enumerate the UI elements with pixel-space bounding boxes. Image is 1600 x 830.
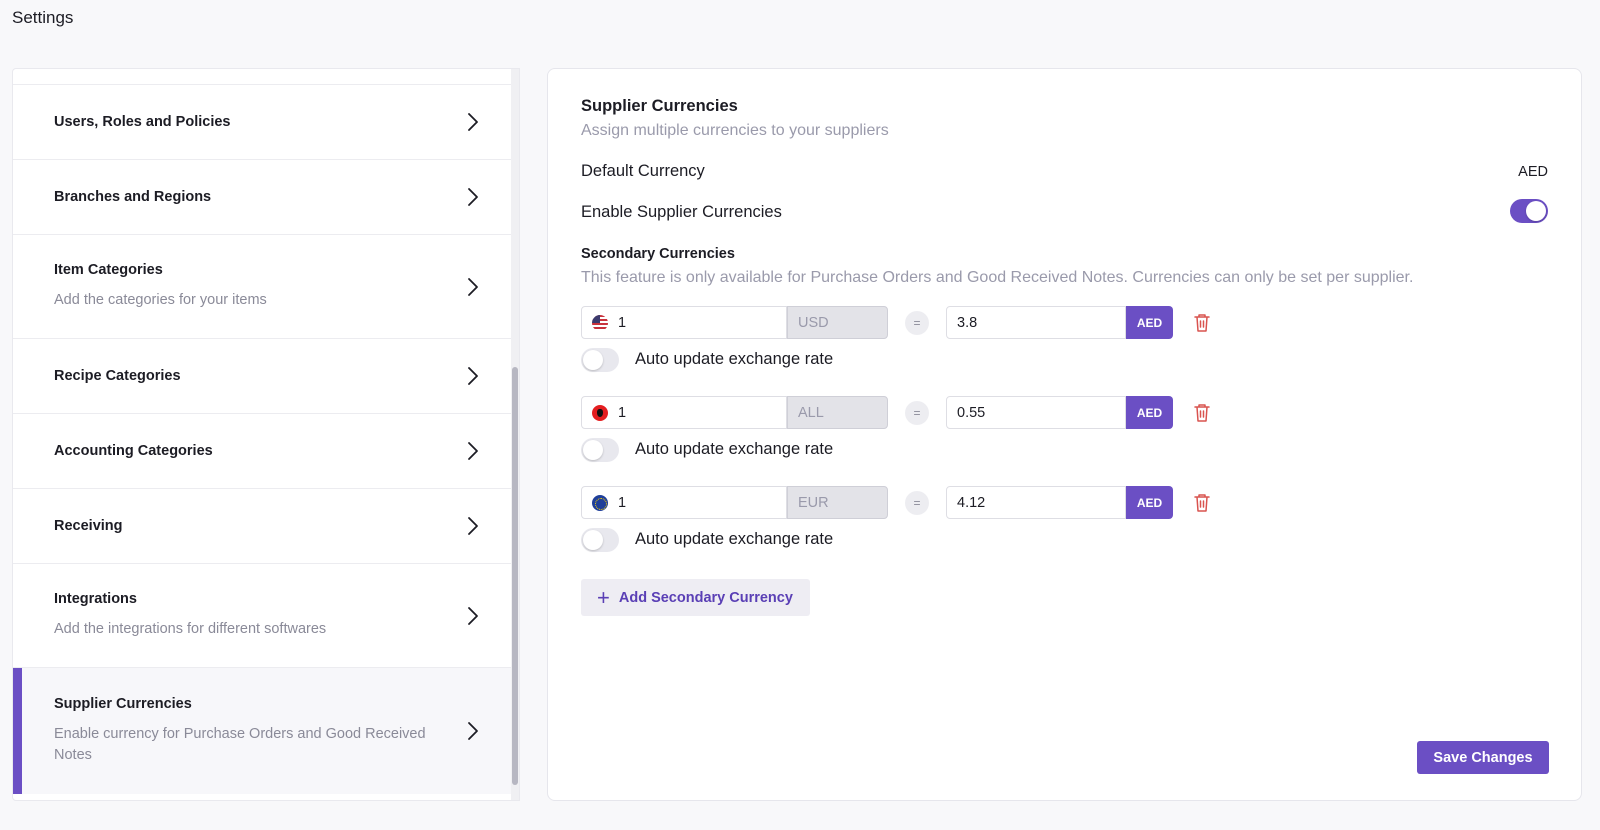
target-currency-badge: AED (1126, 396, 1173, 429)
sidebar-item-users-roles[interactable]: Users, Roles and Policies (13, 85, 519, 160)
auto-update-label: Auto update exchange rate (635, 350, 834, 368)
sidebar-item-label: Users, Roles and Policies (54, 114, 231, 130)
section-title: Supplier Currencies (581, 97, 738, 115)
exchange-rate-value: 0.55 (957, 404, 986, 421)
toggle-knob (583, 350, 603, 370)
auto-update-toggle[interactable] (581, 348, 619, 372)
currency-code-field: ALL (787, 396, 888, 429)
sidebar-item-desc: Add the categories for your items (54, 292, 267, 308)
sidebar-item-receiving[interactable]: Receiving (13, 489, 519, 564)
chevron-right-icon (468, 606, 478, 625)
sidebar-item-integrations[interactable]: Integrations Add the integrations for di… (13, 564, 519, 668)
supplier-currencies-panel: Supplier Currencies Assign multiple curr… (547, 68, 1582, 801)
sidebar-item-desc: Enable currency for Purchase Orders and … (54, 726, 426, 763)
albania-flag-icon (592, 404, 608, 421)
sidebar-item-label: Supplier Currencies (54, 696, 192, 712)
section-subtitle: Assign multiple currencies to your suppl… (581, 122, 889, 139)
exchange-rate-value: 4.12 (957, 494, 986, 511)
add-secondary-currency-label: Add Secondary Currency (618, 589, 793, 606)
equals-icon: = (905, 311, 929, 335)
trash-icon[interactable] (1193, 493, 1211, 513)
settings-sidebar: Users, Roles and Policies Branches and R… (12, 68, 520, 801)
sidebar-item-recipe-categories[interactable]: Recipe Categories (13, 339, 519, 414)
target-currency-badge: AED (1126, 306, 1173, 339)
sidebar-item-label: Accounting Categories (54, 443, 213, 459)
exchange-rate-value: 3.8 (957, 314, 978, 331)
toggle-knob (583, 440, 603, 460)
plus-icon: + (597, 584, 610, 610)
amount-input[interactable]: 1 (581, 396, 787, 429)
secondary-currencies-desc: This feature is only available for Purch… (581, 269, 1414, 286)
save-changes-button[interactable]: Save Changes (1417, 741, 1549, 774)
sidebar-item-label: Branches and Regions (54, 189, 212, 205)
sidebar-item-desc: Add the integrations for different softw… (54, 621, 327, 637)
amount-input[interactable]: 1 (581, 486, 787, 519)
trash-icon[interactable] (1193, 403, 1211, 423)
exchange-rate-input[interactable]: 4.12 (946, 486, 1126, 519)
sidebar-item-item-categories[interactable]: Item Categories Add the categories for y… (13, 235, 519, 339)
auto-update-toggle[interactable] (581, 528, 619, 552)
chevron-right-icon (468, 113, 478, 131)
add-secondary-currency-button[interactable]: + Add Secondary Currency (581, 579, 810, 616)
trash-icon[interactable] (1193, 313, 1211, 333)
sidebar-item-supplier-currencies[interactable]: Supplier Currencies Enable currency for … (13, 668, 519, 794)
chevron-right-icon (468, 367, 478, 385)
amount-input[interactable]: 1 (581, 306, 787, 339)
equals-icon: = (905, 401, 929, 425)
sidebar-item-accounting-categories[interactable]: Accounting Categories (13, 414, 519, 489)
amount-value: 1 (618, 404, 627, 421)
enable-supplier-currencies-toggle[interactable] (1510, 199, 1548, 223)
sidebar-top-strip (13, 69, 519, 85)
exchange-rate-input[interactable]: 3.8 (946, 306, 1126, 339)
currency-code-field: USD (787, 306, 888, 339)
toggle-knob (1526, 201, 1546, 221)
sidebar-item-label: Receiving (54, 518, 123, 534)
equals-icon: = (905, 491, 929, 515)
sidebar-scrollbar-thumb[interactable] (512, 367, 518, 785)
currency-code-field: EUR (787, 486, 888, 519)
amount-value: 1 (618, 314, 627, 331)
sidebar-item-label: Recipe Categories (54, 368, 181, 384)
chevron-right-icon (468, 517, 478, 535)
chevron-right-icon (468, 442, 478, 460)
currency-row: 1 USD = 3.8 AED Auto update exchange rat… (581, 306, 1261, 386)
us-flag-icon (592, 314, 608, 331)
page-title: Settings (12, 8, 74, 27)
eu-flag-icon (592, 494, 608, 511)
currency-row: 1 ALL = 0.55 AED Auto update exchange ra… (581, 396, 1261, 476)
auto-update-label: Auto update exchange rate (635, 530, 834, 548)
sidebar-item-label: Item Categories (54, 262, 163, 278)
auto-update-toggle[interactable] (581, 438, 619, 462)
chevron-right-icon (468, 188, 478, 206)
exchange-rate-input[interactable]: 0.55 (946, 396, 1126, 429)
amount-value: 1 (618, 494, 627, 511)
chevron-right-icon (468, 277, 478, 296)
default-currency-label: Default Currency (581, 162, 705, 180)
secondary-currencies-heading: Secondary Currencies (581, 246, 735, 262)
chevron-right-icon (468, 722, 478, 740)
sidebar-item-label: Integrations (54, 591, 137, 607)
toggle-knob (583, 530, 603, 550)
auto-update-label: Auto update exchange rate (635, 440, 834, 458)
default-currency-value: AED (1518, 164, 1548, 180)
target-currency-badge: AED (1126, 486, 1173, 519)
currency-row: 1 EUR = 4.12 AED Auto update exchange ra… (581, 486, 1261, 566)
enable-supplier-currencies-label: Enable Supplier Currencies (581, 203, 782, 221)
sidebar-item-branches[interactable]: Branches and Regions (13, 160, 519, 235)
